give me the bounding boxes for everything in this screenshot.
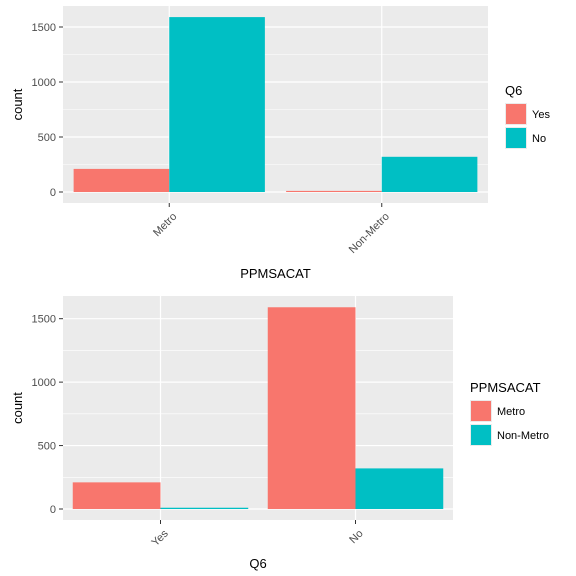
bar-non-metro-yes [160,507,249,509]
y-tick-label: 1500 [32,22,56,34]
bar-metro-yes [72,482,161,509]
bar-no-metro [169,17,265,192]
legend-swatch [506,128,526,148]
y-tick-label: 1000 [32,377,56,389]
x-axis-title: PPMSACAT [240,266,311,281]
x-tick-label: Non-Metro [347,211,392,256]
bar-no-non-metro [381,156,478,192]
x-tick-label: Metro [151,211,179,239]
y-tick-label: 1500 [32,314,56,326]
legend-title: Q6 [505,83,522,98]
legend-title: PPMSACAT [470,380,541,395]
y-tick-label: 500 [38,441,56,453]
bar-metro-no [267,307,356,509]
legend-label: No [532,133,546,145]
x-tick-label: No [347,528,365,546]
chart-panel-1: 0 500 1000 1500 Metro Non-Metro PPMSACAT count Q… [10,6,550,281]
bar-non-metro-no [355,468,444,509]
legend-label: Non-Metro [497,430,549,442]
legend-label: Yes [532,109,550,121]
legend: Q6 Yes No [505,83,550,149]
y-axis-title: count [10,392,25,424]
legend-swatch [471,401,491,421]
bar-yes-non-metro [286,190,382,192]
legend-swatch [506,104,526,124]
y-tick-label: 0 [50,504,56,516]
bar-yes-metro [73,168,170,192]
chart-panel-2: 0 500 1000 1500 Yes No Q6 count PPMSACAT Metro Non… [10,296,549,571]
y-tick-label: 500 [38,132,56,144]
y-axis-title: count [10,88,25,120]
x-axis-title: Q6 [249,556,266,571]
y-tick-label: 0 [50,187,56,199]
legend: PPMSACAT Metro Non-Metro [470,380,549,446]
legend-label: Metro [497,406,525,418]
y-tick-label: 1000 [32,77,56,89]
x-tick-label: Yes [150,527,172,549]
legend-swatch [471,425,491,445]
